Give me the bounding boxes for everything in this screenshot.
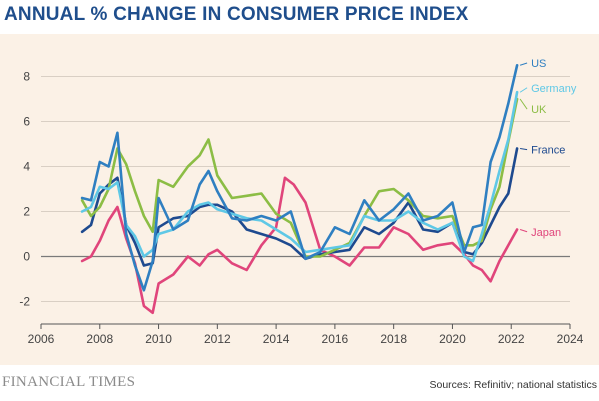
x-tick-label: 2014 bbox=[263, 332, 290, 346]
series-label-france: France bbox=[531, 145, 565, 157]
series-label-japan: Japan bbox=[531, 227, 561, 239]
series-label-uk: UK bbox=[531, 104, 547, 116]
series-labels: US Germany UK France Japan bbox=[519, 58, 577, 239]
x-axis: 2006 2008 2010 2012 2014 2016 2018 2020 2022 2024 bbox=[28, 323, 584, 346]
series-lines bbox=[80, 63, 519, 315]
series-label-germany: Germany bbox=[531, 83, 577, 95]
x-tick-label: 2012 bbox=[204, 332, 231, 346]
line-chart: -2 0 2 4 6 8 2006 2008 2010 2012 2014 2016 2018 2020… bbox=[19, 58, 584, 346]
chart-title: ANNUAL % CHANGE IN CONSUMER PRICE INDEX bbox=[4, 4, 469, 25]
series-line-us bbox=[80, 63, 519, 292]
series-line-germany bbox=[80, 90, 519, 263]
y-tick-label: 0 bbox=[23, 250, 30, 264]
chart-panel bbox=[0, 34, 599, 365]
y-tick-label: 4 bbox=[23, 160, 30, 174]
y-tick-label: 8 bbox=[23, 70, 30, 84]
label-leader-germany bbox=[519, 87, 528, 93]
x-tick-label: 2018 bbox=[380, 332, 407, 346]
x-tick-label: 2022 bbox=[498, 332, 525, 346]
label-leader-france bbox=[520, 148, 528, 151]
x-tick-label: 2016 bbox=[322, 332, 349, 346]
x-tick-label: 2024 bbox=[557, 332, 584, 346]
label-leader-japan bbox=[519, 229, 528, 233]
label-leader-us bbox=[519, 62, 528, 66]
y-tick-label: 2 bbox=[23, 205, 30, 219]
label-leader-uk bbox=[519, 98, 528, 110]
x-tick-label: 2006 bbox=[28, 332, 55, 346]
sources-note: Sources: Refinitiv; national statistics bbox=[429, 379, 598, 391]
y-tick-labels: -2 0 2 4 6 8 bbox=[19, 70, 30, 309]
x-tick-label: 2020 bbox=[439, 332, 466, 346]
x-tick-label: 2010 bbox=[145, 332, 172, 346]
x-tick-label: 2008 bbox=[86, 332, 113, 346]
series-label-us: US bbox=[531, 58, 546, 70]
y-tick-label: 6 bbox=[23, 115, 30, 129]
brand-label: FINANCIAL TIMES bbox=[2, 374, 136, 390]
series-line-uk bbox=[80, 97, 519, 258]
y-tick-label: -2 bbox=[19, 295, 30, 309]
